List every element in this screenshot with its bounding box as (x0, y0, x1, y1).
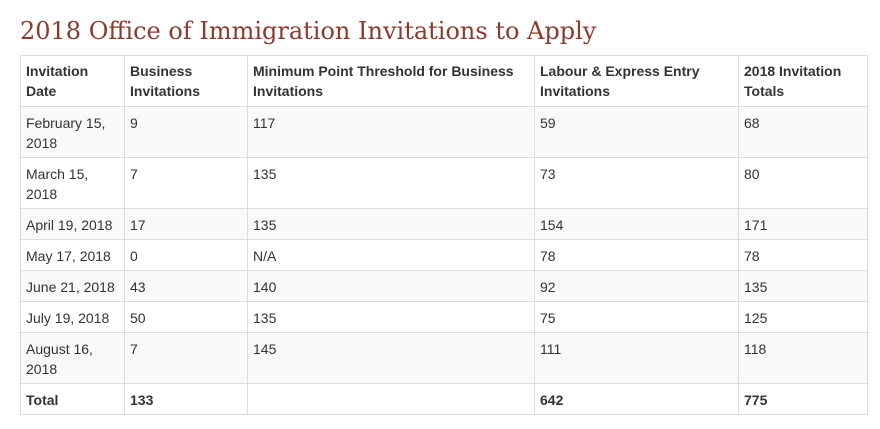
total-label: Total (20, 383, 125, 415)
page-title: 2018 Office of Immigration Invitations t… (20, 17, 597, 45)
cell-total: 125 (738, 301, 868, 333)
cell-business: 50 (124, 301, 248, 333)
total-threshold (247, 383, 535, 415)
cell-threshold: 135 (247, 301, 535, 333)
table-total-row: Total 133 642 775 (20, 383, 868, 415)
cell-business: 7 (124, 332, 248, 384)
header-labour-express-entry: Labour & Express Entry Invitations (534, 55, 739, 107)
table-row: July 19, 2018 50 135 75 125 (20, 301, 868, 333)
cell-total: 118 (738, 332, 868, 384)
cell-labour: 154 (534, 208, 739, 240)
table-row: April 19, 2018 17 135 154 171 (20, 208, 868, 240)
cell-date: March 15, 2018 (20, 157, 125, 209)
cell-threshold: 135 (247, 157, 535, 209)
table-row: August 16, 2018 7 145 111 118 (20, 332, 868, 384)
cell-business: 9 (124, 106, 248, 158)
cell-business: 7 (124, 157, 248, 209)
cell-date: April 19, 2018 (20, 208, 125, 240)
cell-total: 80 (738, 157, 868, 209)
cell-labour: 92 (534, 270, 739, 302)
cell-business: 0 (124, 239, 248, 271)
cell-date: July 19, 2018 (20, 301, 125, 333)
cell-date: May 17, 2018 (20, 239, 125, 271)
cell-labour: 73 (534, 157, 739, 209)
cell-date: June 21, 2018 (20, 270, 125, 302)
total-business: 133 (124, 383, 248, 415)
cell-date: February 15, 2018 (20, 106, 125, 158)
cell-total: 171 (738, 208, 868, 240)
table-row: February 15, 2018 9 117 59 68 (20, 106, 868, 158)
cell-threshold: 140 (247, 270, 535, 302)
total-invitations: 775 (738, 383, 868, 415)
cell-total: 68 (738, 106, 868, 158)
cell-date: August 16, 2018 (20, 332, 125, 384)
cell-labour: 78 (534, 239, 739, 271)
header-minimum-point-threshold: Minimum Point Threshold for Business Inv… (247, 55, 535, 107)
total-labour: 642 (534, 383, 739, 415)
cell-business: 17 (124, 208, 248, 240)
cell-threshold: 135 (247, 208, 535, 240)
cell-threshold: 145 (247, 332, 535, 384)
cell-threshold: 117 (247, 106, 535, 158)
cell-labour: 111 (534, 332, 739, 384)
header-business-invitations: Business Invitations (124, 55, 248, 107)
table-row: June 21, 2018 43 140 92 135 (20, 270, 868, 302)
invitations-table: Invitation Date Business Invitations Min… (20, 55, 868, 415)
table-header-row: Invitation Date Business Invitations Min… (20, 55, 868, 107)
table-row: March 15, 2018 7 135 73 80 (20, 157, 868, 209)
cell-business: 43 (124, 270, 248, 302)
cell-total: 78 (738, 239, 868, 271)
cell-total: 135 (738, 270, 868, 302)
header-invitation-totals: 2018 Invitation Totals (738, 55, 868, 107)
cell-threshold: N/A (247, 239, 535, 271)
table-row: May 17, 2018 0 N/A 78 78 (20, 239, 868, 271)
cell-labour: 59 (534, 106, 739, 158)
header-invitation-date: Invitation Date (20, 55, 125, 107)
cell-labour: 75 (534, 301, 739, 333)
